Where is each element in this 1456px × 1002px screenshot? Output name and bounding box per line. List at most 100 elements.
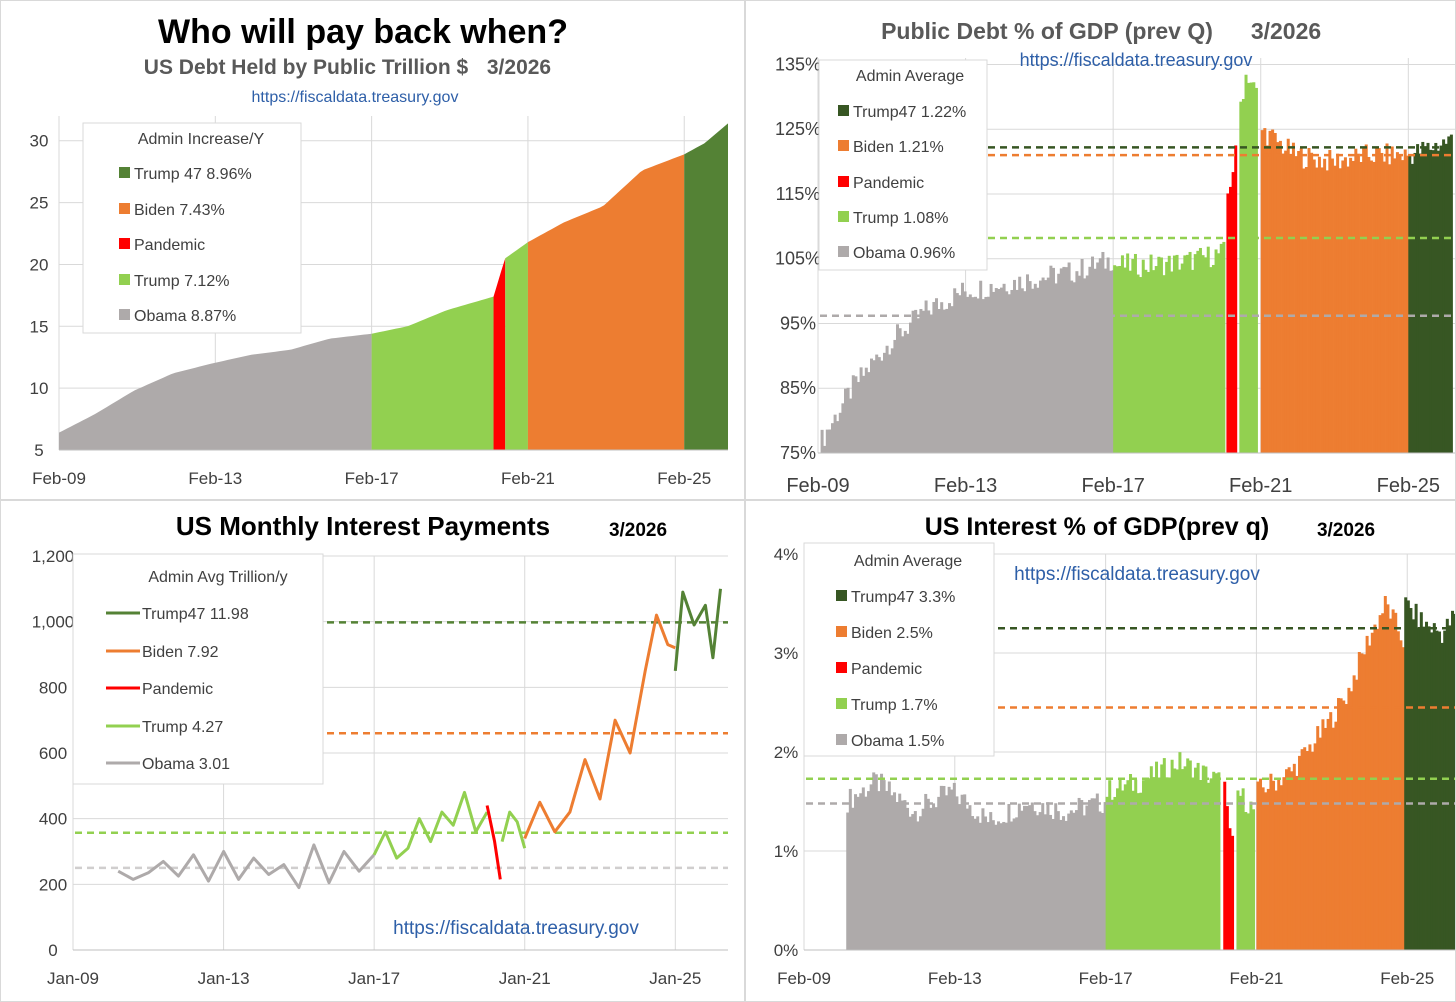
bar — [1211, 264, 1215, 453]
bar — [887, 781, 891, 950]
legend-label-0: Trump47 3.3% — [851, 589, 955, 606]
legend-swatch-0 — [838, 105, 849, 116]
bar — [1015, 817, 1019, 950]
bar — [937, 309, 941, 453]
bar — [1175, 769, 1179, 950]
bar — [1302, 168, 1306, 454]
bar — [831, 423, 834, 453]
bar — [1196, 250, 1200, 453]
bar — [875, 354, 879, 453]
legend-swatch-3 — [119, 274, 130, 285]
bar — [1451, 610, 1455, 950]
bar — [1162, 275, 1166, 453]
bar — [1217, 772, 1221, 950]
bar — [1193, 254, 1197, 453]
source-url[interactable]: https://fiscaldata.treasury.gov — [1014, 564, 1260, 585]
bar — [960, 794, 964, 950]
legend-label-3: Trump 1.7% — [851, 697, 938, 714]
bar — [1279, 785, 1283, 950]
y-tick-label: 85% — [780, 378, 816, 398]
bar — [1273, 132, 1277, 454]
bar — [1369, 160, 1373, 454]
y-tick-label: 5 — [34, 441, 43, 460]
bar — [1285, 769, 1289, 950]
bar — [1234, 145, 1238, 453]
bar — [1372, 161, 1376, 453]
bar — [1426, 142, 1430, 453]
bar — [913, 811, 917, 950]
x-tick-label: Feb-17 — [1081, 475, 1144, 497]
bar — [1228, 828, 1232, 950]
bar — [1357, 651, 1361, 950]
legend-label-0: Trump 47 8.96% — [134, 166, 252, 183]
axes: 0% 1% 2% 3% 4% Feb-09 Feb-13 Feb-17 Feb-21 Feb-25 — [774, 545, 1455, 988]
source-url[interactable]: https://fiscaldata.treasury.gov — [1020, 50, 1253, 70]
bar — [1105, 796, 1109, 950]
bar — [1196, 762, 1200, 950]
bar — [1368, 645, 1372, 950]
bar — [1136, 274, 1140, 453]
bar — [1209, 267, 1213, 453]
legend-swatch-0 — [836, 590, 847, 601]
bar — [906, 333, 910, 453]
legend-swatch-2 — [836, 662, 847, 673]
bar — [851, 375, 855, 453]
bar — [968, 805, 972, 950]
bar — [1052, 267, 1055, 453]
bar — [1217, 253, 1221, 453]
bar — [1399, 640, 1403, 950]
bar — [859, 367, 863, 453]
bar — [869, 784, 873, 950]
bar — [1277, 778, 1281, 950]
bar — [1183, 766, 1187, 950]
bar — [1134, 779, 1138, 950]
bar — [1108, 780, 1112, 950]
bar — [1406, 155, 1410, 453]
bar — [1002, 283, 1006, 453]
y-tick-label: 30 — [30, 132, 49, 151]
bar — [1367, 156, 1371, 454]
bar — [1324, 727, 1328, 950]
bar — [1067, 262, 1071, 453]
bar — [1013, 279, 1016, 453]
bar — [1056, 811, 1060, 950]
bar — [1393, 158, 1397, 453]
bar — [906, 807, 910, 950]
bar — [1113, 265, 1117, 453]
bar — [1453, 613, 1455, 950]
source-url[interactable]: https://fiscaldata.treasury.gov — [393, 918, 639, 939]
bar — [908, 816, 912, 950]
bar — [1131, 258, 1135, 453]
bar — [1120, 255, 1124, 453]
bar — [929, 314, 933, 453]
series-line — [673, 588, 722, 672]
legend-label-3: Trump 4.27 — [142, 719, 223, 736]
bar — [1010, 821, 1014, 950]
chart-title: Public Debt % of GDP (prev Q) — [881, 18, 1213, 44]
bar — [1261, 787, 1265, 950]
debt-held-chart-panel: Who will pay back when? US Debt Held by … — [0, 0, 745, 500]
legend-label-0: Trump47 1.22% — [853, 104, 966, 121]
bar — [926, 798, 930, 950]
bar — [1416, 144, 1420, 453]
x-tick-label: Feb-21 — [1229, 475, 1292, 497]
source-url[interactable]: https://fiscaldata.treasury.gov — [252, 89, 459, 106]
bar — [1334, 721, 1338, 950]
bar — [1186, 758, 1190, 950]
bar — [890, 348, 894, 453]
average-lines — [820, 146, 1455, 317]
y-tick-label: 800 — [39, 678, 67, 697]
chart-date: 3/2026 — [1317, 520, 1375, 541]
bar — [1423, 147, 1427, 454]
bar — [1241, 788, 1245, 950]
bar — [1448, 625, 1452, 950]
area-segment — [371, 296, 494, 450]
bar — [1362, 146, 1366, 454]
y-tick-label: 25 — [30, 194, 49, 213]
bar — [1244, 812, 1248, 950]
bar — [924, 300, 928, 453]
bar — [848, 788, 852, 950]
bar — [890, 795, 894, 950]
x-tick-label: Feb-09 — [786, 475, 849, 497]
legend-swatch-4 — [838, 246, 849, 257]
